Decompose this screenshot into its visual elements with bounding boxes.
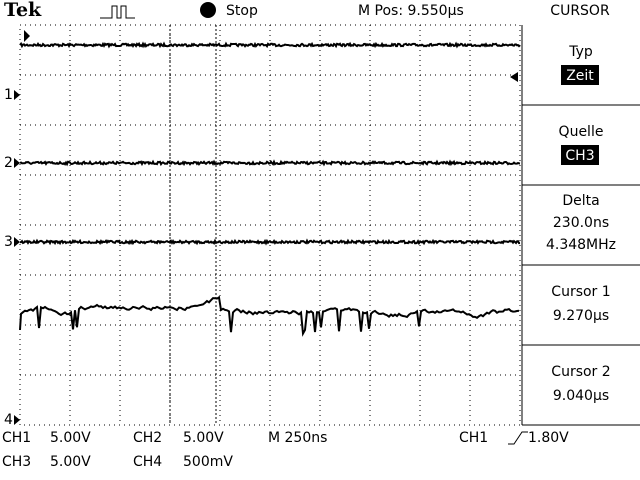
position: M Pos: 9.550µs	[358, 3, 464, 19]
traces	[19, 41, 521, 337]
channel-marker: 2	[4, 155, 13, 171]
menu-value: 9.270µs	[553, 308, 609, 324]
menu-value: Zeit	[566, 68, 594, 84]
marker-arrow	[14, 90, 20, 100]
time-marker	[24, 30, 30, 42]
menu-label: Typ	[568, 44, 593, 60]
menu-label: Delta	[562, 193, 599, 209]
menu-value: 9.040µs	[553, 388, 609, 404]
channel-marker: 3	[4, 234, 13, 250]
menu-label: Cursor 1	[551, 284, 610, 300]
status-timebase: M 250ns	[268, 430, 327, 446]
menu-value: CH3	[565, 148, 594, 164]
run-state: Stop	[226, 3, 258, 19]
menu-value: 230.0ns	[553, 215, 609, 231]
status-scale: 5.00V	[50, 430, 91, 446]
menu-value: 4.348MHz	[546, 237, 616, 253]
channel-marker: 4	[4, 412, 13, 428]
menu-highlight	[561, 145, 599, 165]
menu-title: CURSOR	[550, 3, 610, 19]
status-scale: 500mV	[183, 454, 233, 470]
acquire-icon	[100, 5, 135, 19]
trace	[19, 41, 521, 49]
menu-highlight	[561, 65, 599, 85]
trigger-slope-icon	[508, 431, 528, 445]
trigger-source: CH1	[459, 430, 488, 446]
status-channel: CH3	[2, 454, 31, 470]
stop-icon	[200, 2, 216, 18]
status-channel: CH2	[133, 430, 162, 446]
menu-label: Quelle	[559, 124, 604, 140]
status-channel: CH1	[2, 430, 31, 446]
menu-label: Cursor 2	[551, 364, 610, 380]
trace	[19, 295, 520, 337]
status-scale: 5.00V	[183, 430, 224, 446]
marker-arrow	[14, 237, 20, 247]
brand: Tek	[4, 0, 42, 21]
status-channel: CH4	[133, 454, 162, 470]
trigger-level: 1.80V	[528, 430, 569, 446]
status-scale: 5.00V	[50, 454, 91, 470]
trace	[19, 159, 521, 167]
trace	[19, 238, 521, 246]
trigger-level-marker	[510, 72, 518, 82]
channel-marker: 1	[4, 87, 13, 103]
marker-arrow	[14, 415, 20, 425]
marker-arrow	[14, 158, 20, 168]
